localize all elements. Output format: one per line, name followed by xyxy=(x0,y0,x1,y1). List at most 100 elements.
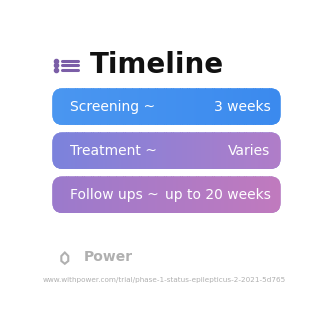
Bar xyxy=(123,177,126,213)
Bar xyxy=(59,177,62,213)
Bar xyxy=(157,132,160,169)
Bar xyxy=(130,177,133,213)
Bar xyxy=(116,177,119,213)
Bar xyxy=(185,177,188,213)
Bar xyxy=(187,132,190,169)
Bar xyxy=(217,88,220,125)
Bar xyxy=(119,132,121,169)
Bar xyxy=(228,132,231,169)
Bar xyxy=(221,88,224,125)
Bar xyxy=(61,132,64,169)
Bar xyxy=(130,88,133,125)
Bar xyxy=(205,132,208,169)
Bar xyxy=(173,88,176,125)
Bar xyxy=(105,88,108,125)
Bar xyxy=(116,132,119,169)
Bar xyxy=(109,177,112,213)
Bar xyxy=(267,177,270,213)
FancyBboxPatch shape xyxy=(52,177,281,213)
Bar xyxy=(176,132,178,169)
Bar xyxy=(230,88,233,125)
Bar xyxy=(109,132,112,169)
Bar xyxy=(185,132,188,169)
Bar xyxy=(68,88,71,125)
Bar xyxy=(242,88,244,125)
Bar xyxy=(269,88,272,125)
Bar xyxy=(84,132,87,169)
Bar xyxy=(210,88,212,125)
Bar xyxy=(230,132,233,169)
Bar xyxy=(66,88,69,125)
Bar xyxy=(239,177,242,213)
Bar xyxy=(274,88,276,125)
Bar xyxy=(55,88,58,125)
Bar xyxy=(171,177,174,213)
Text: Timeline: Timeline xyxy=(90,51,224,79)
Bar xyxy=(262,132,265,169)
FancyBboxPatch shape xyxy=(52,132,281,169)
Bar xyxy=(134,177,137,213)
Bar xyxy=(91,88,94,125)
Bar xyxy=(171,132,174,169)
Bar xyxy=(66,132,69,169)
Bar xyxy=(212,177,215,213)
Bar xyxy=(59,88,62,125)
Text: Varies: Varies xyxy=(228,144,271,158)
Bar xyxy=(235,132,238,169)
Bar xyxy=(212,88,215,125)
Bar xyxy=(114,88,117,125)
Bar xyxy=(148,132,151,169)
Bar xyxy=(139,177,142,213)
Bar xyxy=(198,177,201,213)
Bar xyxy=(189,132,192,169)
Bar xyxy=(137,177,140,213)
Bar xyxy=(64,88,67,125)
Bar xyxy=(121,132,124,169)
Bar xyxy=(262,88,265,125)
Bar xyxy=(73,88,76,125)
Bar xyxy=(203,132,206,169)
Bar xyxy=(150,132,153,169)
Bar xyxy=(178,177,181,213)
Bar xyxy=(214,177,217,213)
Bar xyxy=(180,132,183,169)
Bar xyxy=(192,177,194,213)
Bar xyxy=(64,132,67,169)
Bar xyxy=(260,177,263,213)
Bar xyxy=(87,177,89,213)
Bar xyxy=(258,132,260,169)
Bar xyxy=(271,177,274,213)
Bar xyxy=(249,177,252,213)
Bar xyxy=(141,88,144,125)
Bar xyxy=(114,177,117,213)
Bar xyxy=(205,88,208,125)
Bar xyxy=(93,177,96,213)
Bar xyxy=(98,177,101,213)
Bar xyxy=(107,177,110,213)
Bar xyxy=(153,88,156,125)
Bar xyxy=(274,177,276,213)
Bar xyxy=(105,132,108,169)
Bar xyxy=(93,88,96,125)
Bar xyxy=(258,177,260,213)
Bar xyxy=(189,177,192,213)
Bar xyxy=(237,132,240,169)
Bar xyxy=(75,88,78,125)
Bar xyxy=(71,132,73,169)
Bar xyxy=(112,177,115,213)
Bar xyxy=(210,132,212,169)
Bar xyxy=(265,177,268,213)
Bar xyxy=(130,132,133,169)
Bar xyxy=(276,177,279,213)
Bar xyxy=(137,132,140,169)
Bar xyxy=(164,88,167,125)
Bar xyxy=(160,88,163,125)
FancyBboxPatch shape xyxy=(52,88,281,125)
Bar xyxy=(80,177,83,213)
Bar xyxy=(116,88,119,125)
Bar xyxy=(100,132,103,169)
Bar xyxy=(77,88,80,125)
Bar xyxy=(103,177,105,213)
Bar xyxy=(68,132,71,169)
Bar xyxy=(185,88,188,125)
